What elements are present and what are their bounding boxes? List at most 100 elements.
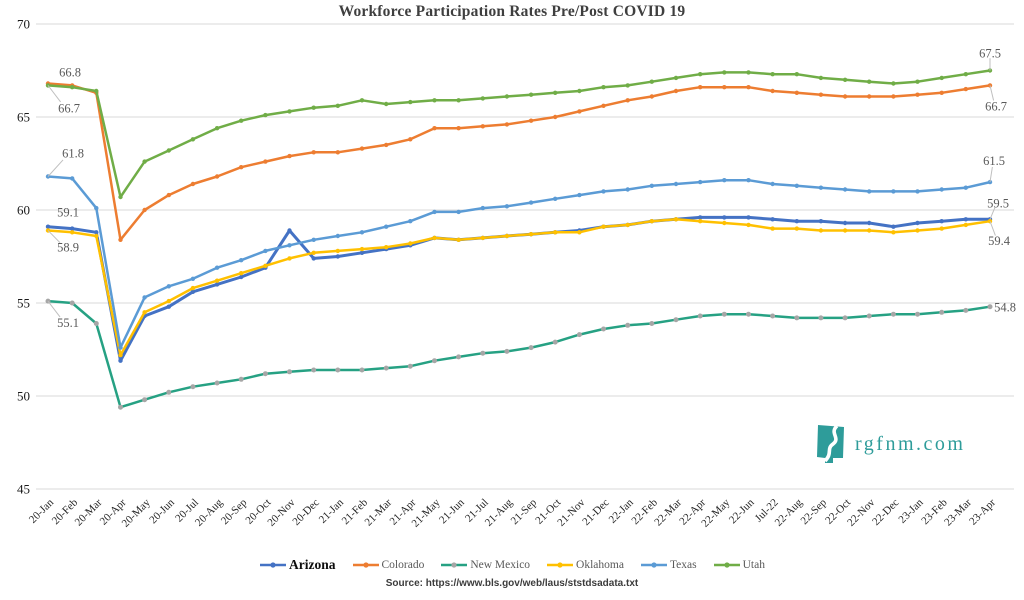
data-point [698,72,703,77]
data-point [359,98,365,103]
data-point [384,245,389,250]
data-point [770,313,776,319]
data-point [697,313,703,319]
legend-item-new-mexico: New Mexico [440,559,530,571]
legend-label-oklahoma: Oklahoma [576,559,624,571]
data-point [625,187,630,192]
data-label-oklahoma-last: 59.4 [988,234,1011,248]
series-utah [45,68,993,200]
data-point [915,311,920,317]
series-markers-colorado [45,81,993,242]
data-point [214,265,220,270]
data-point [553,114,558,120]
legend-marker-oklahoma [547,562,574,568]
data-point [70,85,75,90]
data-point [335,233,340,239]
data-point [698,179,703,185]
legend-marker-new-mexico [441,562,468,568]
x-tick-label: 23-Mar [942,496,974,528]
data-point [359,146,365,151]
data-point [722,215,727,220]
data-point [263,248,268,254]
data-point [552,339,558,345]
label-leader-line [989,207,996,220]
data-point [94,205,99,211]
data-point [866,313,872,319]
data-point [432,358,437,364]
label-leader-line [47,85,61,103]
data-point [867,94,872,99]
data-point [673,217,679,222]
data-point [287,153,292,159]
x-tick-label: 21-Mar [362,496,394,528]
data-point [577,109,582,114]
legend-item-texas: Texas [640,559,697,571]
legend-item-oklahoma: Oklahoma [546,559,624,571]
data-point [190,384,196,390]
data-point [746,70,751,75]
data-label-new-mexico-first: 55.1 [57,316,79,330]
data-point [287,243,292,248]
x-tick-label: 20-Jun [147,496,177,526]
data-label-colorado-first: 66.8 [59,66,81,80]
data-point [311,367,317,373]
label-leader-line [989,85,995,101]
data-point [649,94,654,99]
data-point [166,298,171,304]
data-point [335,254,340,259]
data-point [770,88,775,94]
series-markers-new-mexico [45,298,993,410]
data-point [238,376,244,382]
data-point [432,126,437,131]
data-point [576,332,582,338]
data-point [891,189,896,194]
series-line-utah [46,69,992,199]
legend-marker-texas [640,562,667,568]
series-arizona [45,215,993,363]
x-tick-label: 22-Aug [773,496,806,529]
data-point [384,142,389,148]
data-point [214,174,220,179]
data-point [287,256,292,261]
data-point [794,90,799,96]
x-tick-label: 20-Aug [193,496,226,529]
data-point [408,219,413,224]
data-point [794,226,799,231]
data-point [504,204,510,209]
series-markers-texas [45,174,993,350]
series-new-mexico [45,298,993,410]
data-point [287,109,292,114]
data-point [963,185,968,190]
data-point [118,352,123,358]
label-leader-line [989,220,996,236]
x-tick-label: 22-Mar [652,496,684,528]
data-point [214,126,220,131]
data-point [842,187,848,192]
data-point [987,304,993,310]
data-point [939,219,944,224]
data-point [480,235,485,241]
data-point [118,404,123,410]
data-point [504,348,510,354]
x-tick-label: 20-Mar [73,496,105,528]
data-point [528,345,534,351]
x-tick-label: 21-Jun [437,496,467,526]
data-point [142,295,147,300]
data-point [214,278,220,283]
logo-icon [817,424,844,463]
legend-marker-colorado [352,562,379,568]
data-point [673,75,679,81]
data-point [553,196,558,201]
data-point [842,94,848,99]
series-oklahoma [45,217,993,358]
series-line-texas [46,175,992,349]
data-point [722,220,727,226]
x-tick-label: 21-Aug [483,496,516,529]
x-tick-label: 23-Apr [967,496,998,527]
legend-label-new-mexico: New Mexico [470,559,531,571]
series-texas [45,174,993,350]
series-markers-arizona [45,215,993,363]
data-point [287,228,292,233]
data-label-arizona-last: 59.5 [987,196,1009,210]
data-point [842,77,848,83]
